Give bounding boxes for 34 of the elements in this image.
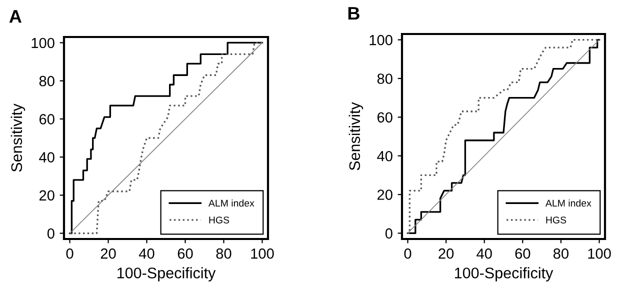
x-tick-label: 0 (404, 248, 412, 259)
y-tick-label: 100 (370, 34, 392, 46)
y-tick-label: 0 (47, 228, 54, 239)
x-tick-label: 80 (553, 248, 568, 259)
x-axis-title: 100-Specificity (454, 267, 554, 282)
x-axis-title: 100-Specificity (117, 267, 216, 282)
x-tick-label: 0 (66, 248, 74, 259)
legend-label: ALM index (208, 199, 254, 207)
y-tick-label: 20 (39, 190, 54, 201)
y-axis-title: Sensitivity (348, 102, 364, 170)
y-tick-label: 20 (377, 190, 392, 200)
x-tick-label: 100 (251, 248, 274, 259)
y-tick-label: 40 (39, 152, 54, 162)
y-tick-label: 60 (39, 114, 54, 124)
y-tick-label: 40 (377, 150, 392, 162)
chart-title: A (9, 10, 22, 23)
legend-label: HGS (546, 216, 566, 224)
x-tick-label: 20 (438, 248, 454, 259)
x-tick-label: 20 (100, 248, 116, 259)
chart-title: B (348, 7, 360, 20)
y-tick-label: 80 (39, 76, 54, 86)
x-tick-label: 40 (476, 248, 492, 259)
y-tick-label: 80 (377, 74, 392, 84)
x-tick-label: 60 (178, 248, 193, 259)
legend-label: ALM index (545, 199, 592, 207)
y-axis-title: Sensitivity (10, 104, 26, 172)
y-tick-label: 60 (377, 112, 392, 123)
x-tick-label: 40 (138, 248, 154, 259)
x-tick-label: 100 (588, 248, 611, 259)
x-tick-label: 80 (216, 248, 232, 259)
y-tick-label: 0 (385, 228, 392, 239)
legend-label: HGS (209, 216, 230, 224)
x-tick-label: 60 (515, 248, 530, 259)
y-tick-label: 100 (32, 38, 54, 48)
